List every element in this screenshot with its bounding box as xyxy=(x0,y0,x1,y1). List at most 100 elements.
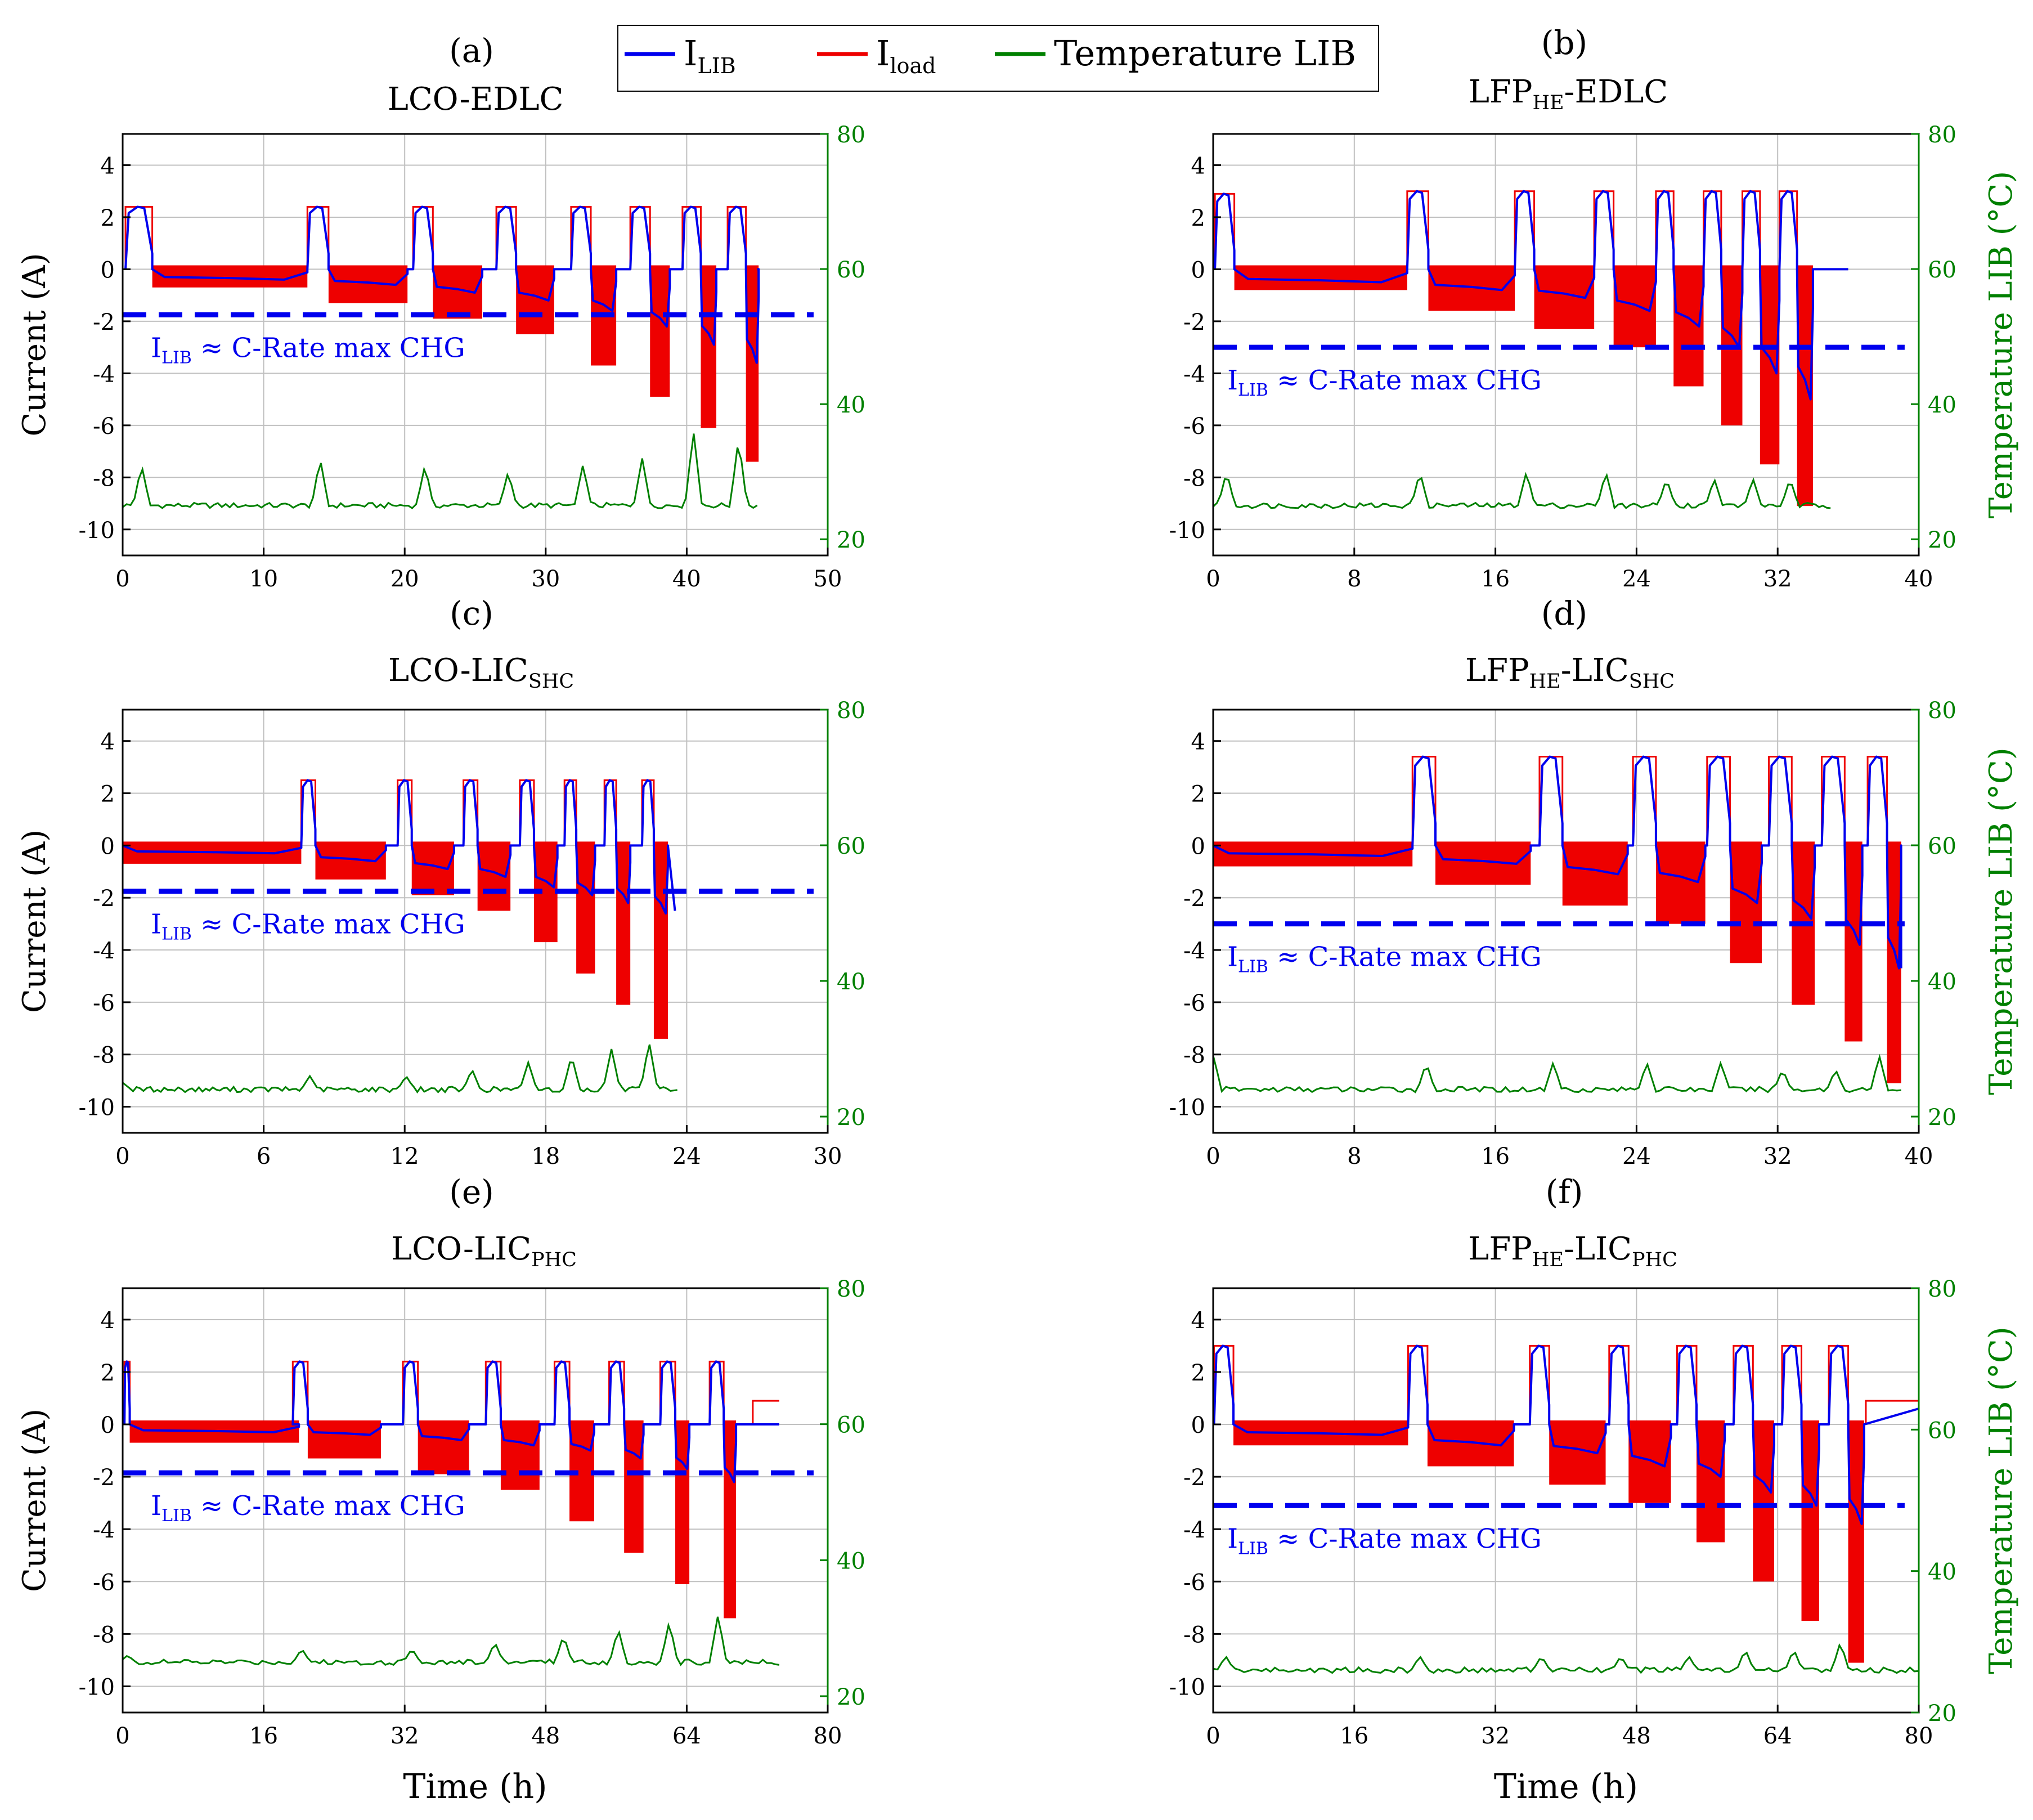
y2tick-label: 20 xyxy=(837,1105,865,1131)
y2tick-label-part: 20 xyxy=(1928,527,1956,553)
ytick-label: -6 xyxy=(93,1570,115,1595)
y2tick-label: 60 xyxy=(1928,257,1956,283)
ytick-label-part: 4 xyxy=(1191,153,1205,179)
ytick-label-part: -4 xyxy=(93,361,115,387)
x-axis-title: Time (h) xyxy=(1494,1767,1638,1806)
panel-title-part: LCO-LIC xyxy=(391,1231,531,1267)
ytick-label: -6 xyxy=(1183,1570,1205,1595)
y2tick-label-part: 80 xyxy=(1928,1276,1956,1302)
ytick-label-part: 0 xyxy=(101,833,115,859)
ytick-label: -10 xyxy=(79,1095,115,1121)
ytick-label-part: -10 xyxy=(79,1095,115,1121)
iload-discharge-block xyxy=(1234,265,1407,290)
y-axis-title-part: Current (A) xyxy=(16,830,53,1013)
legend-label-part: I xyxy=(876,33,890,74)
y2tick-label: 60 xyxy=(1928,1418,1956,1444)
ytick-label: -4 xyxy=(93,1517,115,1543)
plot-area xyxy=(123,1288,828,1713)
y2tick-label-part: 60 xyxy=(1928,833,1956,859)
ilib-series xyxy=(1213,1344,1919,1525)
legend-label: Iload xyxy=(876,33,936,78)
crate-annotation: ILIB ≈ C-Rate max CHG xyxy=(1227,942,1542,977)
crate-annotation-part: ≈ C-Rate max CHG xyxy=(1268,942,1542,973)
temperature-series xyxy=(1213,1643,1919,1674)
y2tick-label: 80 xyxy=(1928,122,1956,148)
xtick-label-part: 24 xyxy=(672,1144,701,1169)
ytick-label-part: -8 xyxy=(1183,465,1205,491)
xtick-label: 0 xyxy=(115,1144,129,1169)
y2tick-label-part: 20 xyxy=(1928,1105,1956,1131)
panel-title-part: PHC xyxy=(1632,1249,1677,1271)
y2tick-label: 40 xyxy=(837,969,865,995)
xtick-label: 40 xyxy=(1905,566,1933,592)
crate-annotation-part: I xyxy=(1227,1523,1238,1554)
ytick-label-part: -10 xyxy=(1169,1674,1205,1700)
ytick-label: -8 xyxy=(93,1043,115,1069)
xtick-label: 48 xyxy=(531,1723,560,1749)
xtick-label-part: 0 xyxy=(115,1144,129,1169)
ytick-label: -8 xyxy=(93,1622,115,1648)
ytick-label-part: -2 xyxy=(93,1465,115,1491)
y2tick-label: 40 xyxy=(1928,1559,1956,1585)
legend-label: ILIB xyxy=(684,33,736,78)
ytick-label-part: -6 xyxy=(1183,414,1205,440)
xtick-label-part: 8 xyxy=(1347,566,1361,592)
xtick-label: 32 xyxy=(391,1723,419,1749)
plot-area xyxy=(1213,1288,1919,1713)
xtick-label: 6 xyxy=(257,1144,271,1169)
ytick-label: 2 xyxy=(101,782,115,808)
legend-label-part: load xyxy=(890,53,936,78)
xtick-label-part: 0 xyxy=(115,566,129,592)
crate-annotation-part: LIB xyxy=(161,925,192,944)
iload-charge-pulses xyxy=(124,205,747,270)
y2tick-label-part: 80 xyxy=(837,1276,865,1302)
iload-discharge-block xyxy=(1628,1420,1671,1503)
xtick-label: 80 xyxy=(814,1723,842,1749)
ytick-label-part: -2 xyxy=(1183,310,1205,335)
ytick-label-part: 0 xyxy=(1191,833,1205,859)
ilib-series xyxy=(123,1360,779,1483)
panel-title-part: HE xyxy=(1529,670,1561,693)
ytick-label: -4 xyxy=(93,938,115,964)
panel-title-part: LCO-LIC xyxy=(388,652,528,689)
ytick-label-part: -10 xyxy=(1169,1095,1205,1121)
crate-annotation: ILIB ≈ C-Rate max CHG xyxy=(1227,1523,1542,1558)
panel-label-part: (d) xyxy=(1541,594,1587,633)
y2tick-label: 20 xyxy=(1928,1105,1956,1131)
ytick-label-part: 4 xyxy=(1191,1308,1205,1334)
y2tick-label: 40 xyxy=(1928,969,1956,995)
legend-label-part: Temperature LIB xyxy=(1054,33,1356,74)
y2-axis-title-part: Temperature LIB (°C) xyxy=(1983,1326,2019,1674)
ytick-label-part: -8 xyxy=(93,465,115,491)
iload-discharge-block xyxy=(1427,1420,1514,1467)
y2tick-label-part: 60 xyxy=(837,1413,865,1438)
ilib-series xyxy=(124,205,760,364)
y2tick-label-part: 40 xyxy=(837,392,865,418)
y2tick-label: 80 xyxy=(837,122,865,148)
iload-discharge-block xyxy=(650,265,670,397)
y2tick-label-part: 40 xyxy=(1928,969,1956,995)
panel-title-part: -LIC xyxy=(1564,1231,1632,1267)
xtick-label-part: 40 xyxy=(1905,1144,1933,1169)
xtick-label-part: 16 xyxy=(1481,566,1510,592)
plot-area xyxy=(123,134,828,555)
iload-discharge-block xyxy=(724,1420,737,1619)
x-axis-title-part: Time (h) xyxy=(1494,1767,1638,1806)
iload-discharge-block xyxy=(675,1420,690,1584)
xtick-label: 40 xyxy=(672,566,701,592)
y2tick-label: 20 xyxy=(1928,1701,1956,1727)
ytick-label-part: 2 xyxy=(101,1360,115,1386)
ytick-label-part: -10 xyxy=(79,518,115,544)
crate-annotation-part: LIB xyxy=(161,348,192,367)
y2tick-label: 20 xyxy=(1928,527,1956,553)
xtick-label-part: 6 xyxy=(257,1144,271,1169)
crate-annotation-part: I xyxy=(151,909,161,940)
temperature-series xyxy=(1213,472,1831,510)
xtick-label: 32 xyxy=(1763,566,1792,592)
xtick-label: 16 xyxy=(249,1723,278,1749)
xtick-label: 0 xyxy=(1206,1723,1220,1749)
ytick-label: 0 xyxy=(1191,833,1205,859)
